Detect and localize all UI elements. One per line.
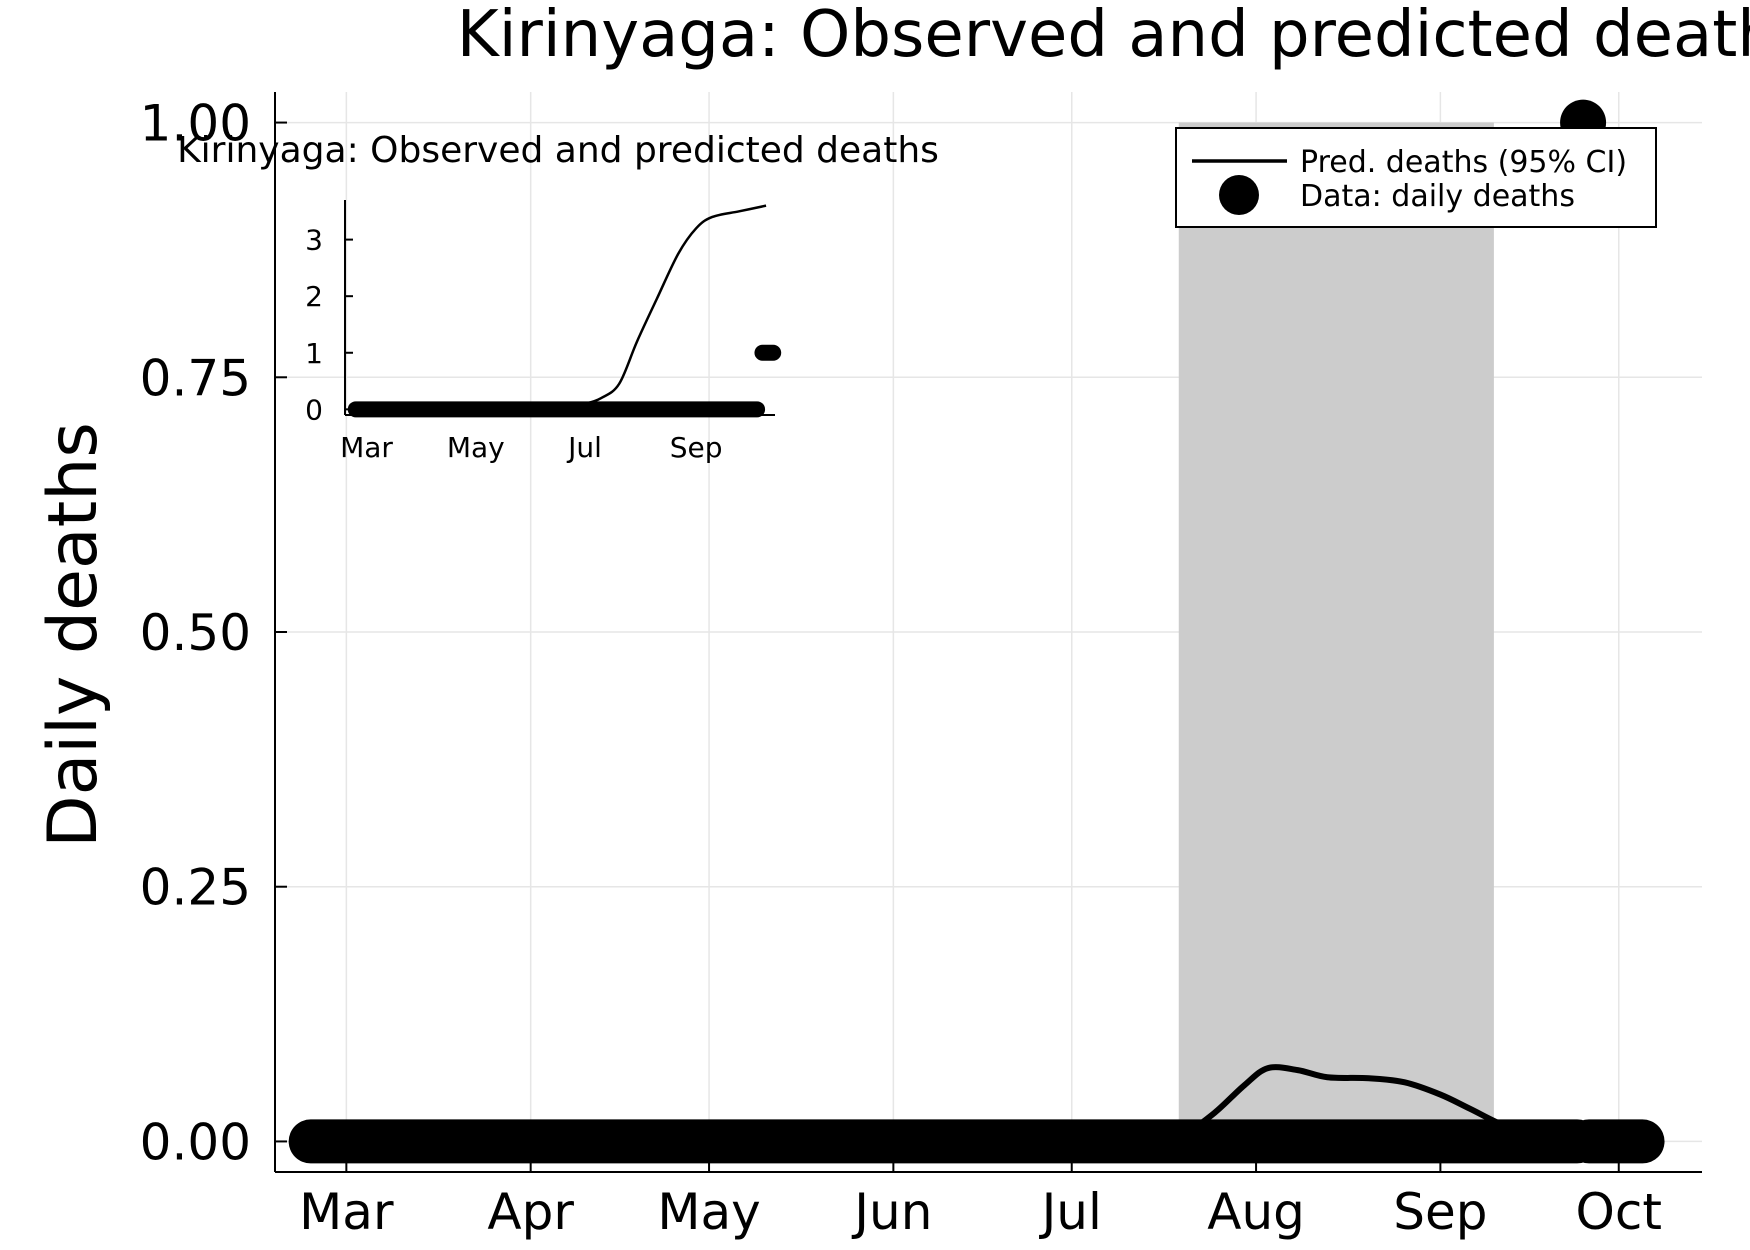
x-tick-label: Aug xyxy=(1207,1183,1305,1241)
inset-y-ticks: 0 1 2 3 xyxy=(305,224,353,426)
legend-label-pred: Pred. deaths (95% CI) xyxy=(1300,145,1627,180)
y-tick-label: 0.25 xyxy=(140,859,251,917)
chart-title: Kirinyaga: Observed and predicted deaths xyxy=(457,0,1750,72)
x-tick-label: Jul xyxy=(1039,1183,1102,1241)
x-tick-label: May xyxy=(657,1183,760,1241)
legend-marker-swatch xyxy=(1219,175,1259,215)
inset-x-tick-label: Sep xyxy=(670,431,723,464)
inset-x-ticks: Mar May Jul Sep xyxy=(340,431,722,464)
predicted-deaths-line xyxy=(307,1064,1581,1145)
inset-data-markers xyxy=(347,344,782,418)
x-tick-label: Oct xyxy=(1576,1183,1662,1241)
ci-band xyxy=(1178,122,1494,1142)
y-axis-label: Daily deaths xyxy=(34,422,113,848)
inset-y-tick-label: 0 xyxy=(305,393,323,426)
inset-axes xyxy=(344,200,775,416)
main-plot: 0.00 0.25 0.50 0.75 1.00 Mar Apr May Jun Jul Aug S… xyxy=(34,0,1750,1241)
legend-box xyxy=(1175,127,1657,228)
y-tick-label: 0.75 xyxy=(140,349,251,407)
inset-y-tick-label: 2 xyxy=(305,280,323,313)
inset-y-tick-label: 3 xyxy=(305,224,323,257)
inset-x-tick-label: Jul xyxy=(566,431,602,464)
inset-plot: 0 1 2 3 Mar May Jul Sep Kirinyaga: Observed an… xyxy=(177,130,939,464)
legend: Pred. deaths (95% CI) Data: daily deaths xyxy=(1175,127,1657,228)
inset-y-tick-label: 1 xyxy=(305,337,323,370)
x-tick-label: Apr xyxy=(487,1183,574,1241)
legend-label-data: Data: daily deaths xyxy=(1300,179,1575,214)
inset-x-tick-label: May xyxy=(447,431,505,464)
inset-predicted-line xyxy=(366,204,767,411)
y-tick-label: 0.00 xyxy=(140,1113,251,1171)
x-tick-label: Mar xyxy=(299,1183,394,1241)
x-tick-label: Sep xyxy=(1393,1183,1487,1241)
x-tick-label: Jun xyxy=(851,1183,932,1241)
y-tick-label: 0.50 xyxy=(140,604,251,662)
y-tick-label: 1.00 xyxy=(140,95,251,153)
main-x-ticks: Mar Apr May Jun Jul Aug Sep Oct xyxy=(299,1160,1662,1241)
inset-x-tick-label: Mar xyxy=(340,431,393,464)
inset-title: Kirinyaga: Observed and predicted deaths xyxy=(177,130,939,171)
main-y-ticks: 0.00 0.25 0.50 0.75 1.00 xyxy=(140,95,287,1171)
